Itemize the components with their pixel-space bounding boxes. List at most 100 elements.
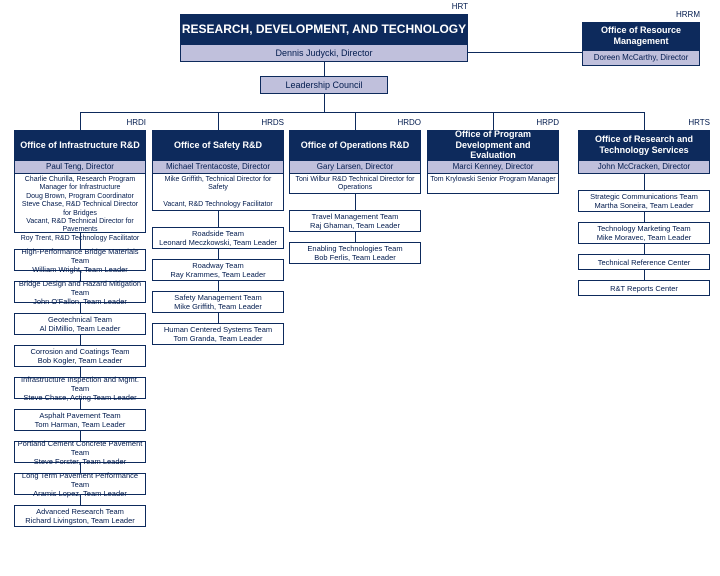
connector <box>80 495 81 505</box>
team-name: Bridge Design and Hazard Mitigation Team <box>17 279 143 297</box>
office-director: Michael Trentacoste, Director <box>152 160 284 174</box>
office-title: Office of Program Development and Evalua… <box>427 130 559 160</box>
team-lead: Mike Moravec, Team Leader <box>597 233 692 242</box>
team-lead: Ray Krammes, Team Leader <box>170 270 265 279</box>
connector <box>218 249 219 259</box>
team-lead: Al DiMillio, Team Leader <box>40 324 121 333</box>
team-lead: Raj Ghaman, Team Leader <box>310 221 400 230</box>
team-box: Technical Reference Center <box>578 254 710 270</box>
office-title: Office of Operations R&D <box>289 130 421 160</box>
staff-line: Tom Krylowski Senior Program Manager <box>430 176 556 184</box>
team-lead: Mike Griffith, Team Leader <box>174 302 262 311</box>
code-hrds: HRDS <box>152 118 284 127</box>
team-name: Advanced Research Team <box>36 507 124 516</box>
team-name: R&T Reports Center <box>610 284 678 293</box>
connector <box>218 211 219 227</box>
connector <box>644 244 645 254</box>
connector <box>324 62 325 76</box>
connector <box>324 94 325 112</box>
team-box: Portland Cement Concrete Pavement TeamSt… <box>14 441 146 463</box>
team-box: R&T Reports Center <box>578 280 710 296</box>
code-hrt: HRT <box>180 2 468 11</box>
office-staff: Toni Wilbur R&D Technical Director for O… <box>289 174 421 194</box>
team-box: Advanced Research TeamRichard Livingston… <box>14 505 146 527</box>
resource-title: Office of Resource Management <box>582 22 700 50</box>
team-name: Long Term Pavement Performance Team <box>17 471 143 489</box>
connector <box>355 194 356 210</box>
code-hrpd: HRPD <box>427 118 559 127</box>
connector <box>644 174 645 190</box>
team-box: Asphalt Pavement TeamTom Harman, Team Le… <box>14 409 146 431</box>
team-name: Technology Marketing Team <box>597 224 690 233</box>
team-lead: Bob Kogler, Team Leader <box>38 356 123 365</box>
staff-line: Doug Brown, Program Coordinator <box>17 193 143 201</box>
code-hrdi: HRDI <box>14 118 146 127</box>
top-title: RESEARCH, DEVELOPMENT, AND TECHNOLOGY <box>180 14 468 44</box>
connector <box>80 112 644 113</box>
resource-director: Doreen McCarthy, Director <box>582 50 700 66</box>
team-box: High-Performance Bridge Materials TeamWi… <box>14 249 146 271</box>
staff-line: Charlie Churilla, Research Program Manag… <box>17 176 143 193</box>
team-box: Safety Management TeamMike Griffith, Tea… <box>152 291 284 313</box>
team-name: Roadside Team <box>192 229 244 238</box>
team-name: Human Centered Systems Team <box>164 325 272 334</box>
team-lead: Leonard Meczkowski, Team Leader <box>159 238 277 247</box>
team-name: Roadway Team <box>192 261 244 270</box>
leadership-council: Leadership Council <box>260 76 388 94</box>
office-director: Paul Teng, Director <box>14 160 146 174</box>
team-box: Bridge Design and Hazard Mitigation Team… <box>14 281 146 303</box>
staff-line: Steve Chase, R&D Technical Director for … <box>17 201 143 218</box>
office-title: Office of Infrastructure R&D <box>14 130 146 160</box>
connector <box>218 281 219 291</box>
office-director: Marci Kenney, Director <box>427 160 559 174</box>
team-box: Human Centered Systems TeamTom Granda, T… <box>152 323 284 345</box>
team-lead: Bob Ferlis, Team Leader <box>314 253 396 262</box>
team-box: Geotechnical TeamAl DiMillio, Team Leade… <box>14 313 146 335</box>
connector <box>468 52 582 53</box>
team-name: Safety Management Team <box>174 293 261 302</box>
office-staff: Tom Krylowski Senior Program Manager <box>427 174 559 194</box>
team-lead: Tom Harman, Team Leader <box>35 420 126 429</box>
team-name: Corrosion and Coatings Team <box>30 347 129 356</box>
team-name: Asphalt Pavement Team <box>39 411 120 420</box>
connector <box>644 212 645 222</box>
connector <box>355 232 356 242</box>
office-title: Office of Safety R&D <box>152 130 284 160</box>
team-name: Strategic Communications Team <box>590 192 698 201</box>
team-box: Technology Marketing TeamMike Moravec, T… <box>578 222 710 244</box>
connector <box>218 313 219 323</box>
staff-line: Mike Griffith, Technical Director for Sa… <box>155 176 281 193</box>
office-director: John McCracken, Director <box>578 160 710 174</box>
team-name: Enabling Technologies Team <box>307 244 402 253</box>
staff-line: Toni Wilbur R&D Technical Director for O… <box>292 176 418 193</box>
code-hrts: HRTS <box>578 118 710 127</box>
top-director: Dennis Judycki, Director <box>180 44 468 62</box>
staff-line: Vacant, R&D Technology Facilitator <box>155 201 281 209</box>
connector <box>644 270 645 280</box>
office-director: Gary Larsen, Director <box>289 160 421 174</box>
team-box: Roadside TeamLeonard Meczkowski, Team Le… <box>152 227 284 249</box>
team-name: Portland Cement Concrete Pavement Team <box>17 439 143 457</box>
office-staff: Mike Griffith, Technical Director for Sa… <box>152 174 284 211</box>
team-lead: Martha Soneira, Team Leader <box>594 201 693 210</box>
team-lead: Tom Granda, Team Leader <box>173 334 262 343</box>
code-hrrm: HRRM <box>582 10 700 19</box>
office-title: Office of Research and Technology Servic… <box>578 130 710 160</box>
team-name: Geotechnical Team <box>48 315 112 324</box>
team-box: Long Term Pavement Performance TeamArami… <box>14 473 146 495</box>
team-box: Strategic Communications TeamMartha Sone… <box>578 190 710 212</box>
team-name: Travel Management Team <box>312 212 399 221</box>
team-name: Technical Reference Center <box>598 258 691 267</box>
team-box: Corrosion and Coatings TeamBob Kogler, T… <box>14 345 146 367</box>
connector <box>80 335 81 345</box>
staff-line <box>155 193 281 201</box>
office-staff: Charlie Churilla, Research Program Manag… <box>14 174 146 233</box>
team-name: Infrastructure Inspection and Mgmt. Team <box>17 375 143 393</box>
team-lead: Richard Livingston, Team Leader <box>25 516 135 525</box>
team-name: High-Performance Bridge Materials Team <box>17 247 143 265</box>
connector <box>80 399 81 409</box>
code-hrdo: HRDO <box>289 118 421 127</box>
connector <box>80 303 81 313</box>
team-box: Roadway TeamRay Krammes, Team Leader <box>152 259 284 281</box>
team-box: Enabling Technologies TeamBob Ferlis, Te… <box>289 242 421 264</box>
